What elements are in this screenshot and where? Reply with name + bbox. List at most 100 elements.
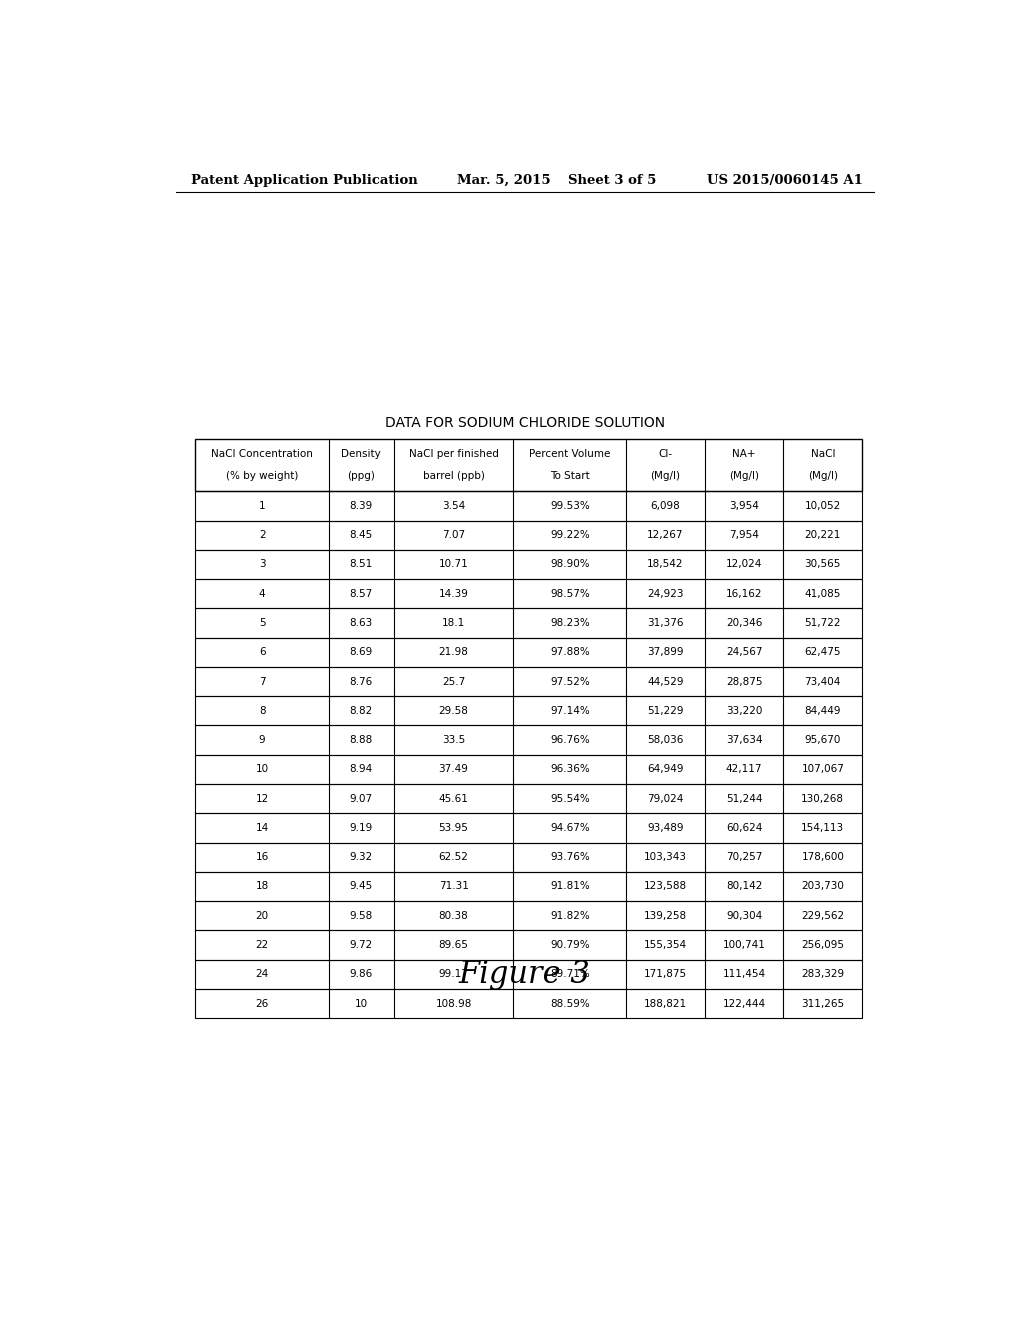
Bar <box>196 726 862 755</box>
Text: 16,162: 16,162 <box>726 589 763 599</box>
Text: 155,354: 155,354 <box>644 940 687 950</box>
Text: Figure 3: Figure 3 <box>459 960 591 990</box>
Text: 171,875: 171,875 <box>644 969 687 979</box>
Bar <box>196 960 862 989</box>
Bar <box>196 638 862 667</box>
Text: 18: 18 <box>256 882 268 891</box>
Text: 111,454: 111,454 <box>723 969 766 979</box>
Text: 99.22%: 99.22% <box>550 531 590 540</box>
Text: 89.65: 89.65 <box>438 940 469 950</box>
Text: 31,376: 31,376 <box>647 618 684 628</box>
Text: 44,529: 44,529 <box>647 677 684 686</box>
Text: 26: 26 <box>256 998 268 1008</box>
Text: 70,257: 70,257 <box>726 853 762 862</box>
Text: 33.5: 33.5 <box>442 735 465 744</box>
Text: 311,265: 311,265 <box>801 998 845 1008</box>
Text: 51,244: 51,244 <box>726 793 763 804</box>
Bar <box>196 931 862 960</box>
Text: NaCl Concentration: NaCl Concentration <box>211 449 313 458</box>
Text: 41,085: 41,085 <box>805 589 841 599</box>
Text: 122,444: 122,444 <box>723 998 766 1008</box>
Text: 91.81%: 91.81% <box>550 882 590 891</box>
Text: 8.76: 8.76 <box>349 677 373 686</box>
Bar <box>196 696 862 726</box>
Bar <box>196 667 862 696</box>
Text: 18.1: 18.1 <box>442 618 465 628</box>
Text: 20: 20 <box>256 911 268 921</box>
Text: 64,949: 64,949 <box>647 764 684 775</box>
Bar <box>196 989 862 1018</box>
Text: 97.14%: 97.14% <box>550 706 590 715</box>
Text: 24,567: 24,567 <box>726 647 763 657</box>
Text: 37,634: 37,634 <box>726 735 763 744</box>
Text: 20,346: 20,346 <box>726 618 762 628</box>
Bar <box>196 813 862 842</box>
Text: Patent Application Publication: Patent Application Publication <box>191 174 418 186</box>
Text: 12: 12 <box>256 793 268 804</box>
Text: 8.82: 8.82 <box>349 706 373 715</box>
Text: 229,562: 229,562 <box>801 911 845 921</box>
Text: 79,024: 79,024 <box>647 793 684 804</box>
Text: 6: 6 <box>259 647 265 657</box>
Text: 96.36%: 96.36% <box>550 764 590 775</box>
Text: 84,449: 84,449 <box>805 706 841 715</box>
Text: 28,875: 28,875 <box>726 677 763 686</box>
Bar <box>196 842 862 871</box>
Text: US 2015/0060145 A1: US 2015/0060145 A1 <box>708 174 863 186</box>
Text: 33,220: 33,220 <box>726 706 762 715</box>
Text: 8.45: 8.45 <box>349 531 373 540</box>
Text: 3: 3 <box>259 560 265 569</box>
Text: 108.98: 108.98 <box>435 998 472 1008</box>
Text: (Mg/l): (Mg/l) <box>650 470 681 480</box>
Text: 8.39: 8.39 <box>349 500 373 511</box>
Text: 60,624: 60,624 <box>726 822 762 833</box>
Text: 29.58: 29.58 <box>438 706 469 715</box>
Text: 73,404: 73,404 <box>805 677 841 686</box>
Text: 9.45: 9.45 <box>349 882 373 891</box>
Text: 12,024: 12,024 <box>726 560 762 569</box>
Text: 154,113: 154,113 <box>801 822 845 833</box>
Text: 45.61: 45.61 <box>438 793 469 804</box>
Text: 95.54%: 95.54% <box>550 793 590 804</box>
Text: barrel (ppb): barrel (ppb) <box>423 470 484 480</box>
Text: 24,923: 24,923 <box>647 589 684 599</box>
Text: 9.72: 9.72 <box>349 940 373 950</box>
Text: 62.52: 62.52 <box>438 853 469 862</box>
Bar <box>196 871 862 902</box>
Text: 4: 4 <box>259 589 265 599</box>
Text: 71.31: 71.31 <box>438 882 469 891</box>
Text: 51,229: 51,229 <box>647 706 684 715</box>
Text: 22: 22 <box>256 940 268 950</box>
Text: 89.71%: 89.71% <box>550 969 590 979</box>
Text: 51,722: 51,722 <box>805 618 841 628</box>
Text: 9.58: 9.58 <box>349 911 373 921</box>
Text: 88.59%: 88.59% <box>550 998 590 1008</box>
Text: 8.51: 8.51 <box>349 560 373 569</box>
Text: 37.49: 37.49 <box>438 764 469 775</box>
Text: 98.57%: 98.57% <box>550 589 590 599</box>
Bar <box>196 609 862 638</box>
Text: 9.86: 9.86 <box>349 969 373 979</box>
Text: 30,565: 30,565 <box>805 560 841 569</box>
Text: 9.07: 9.07 <box>349 793 373 804</box>
Text: 8.63: 8.63 <box>349 618 373 628</box>
Text: Percent Volume: Percent Volume <box>529 449 610 458</box>
Bar <box>196 755 862 784</box>
Text: 7.07: 7.07 <box>442 531 465 540</box>
Text: 10: 10 <box>354 998 368 1008</box>
Text: 94.67%: 94.67% <box>550 822 590 833</box>
Text: 283,329: 283,329 <box>801 969 845 979</box>
Text: 80,142: 80,142 <box>726 882 762 891</box>
Text: Cl-: Cl- <box>658 449 673 458</box>
Text: 95,670: 95,670 <box>805 735 841 744</box>
Text: 97.52%: 97.52% <box>550 677 590 686</box>
Text: Mar. 5, 2015: Mar. 5, 2015 <box>458 174 551 186</box>
Text: 90.79%: 90.79% <box>550 940 590 950</box>
Text: 12,267: 12,267 <box>647 531 684 540</box>
Text: 178,600: 178,600 <box>802 853 844 862</box>
Bar <box>196 440 862 491</box>
Bar <box>196 550 862 579</box>
Text: 203,730: 203,730 <box>802 882 844 891</box>
Text: NaCl per finished: NaCl per finished <box>409 449 499 458</box>
Text: 16: 16 <box>256 853 268 862</box>
